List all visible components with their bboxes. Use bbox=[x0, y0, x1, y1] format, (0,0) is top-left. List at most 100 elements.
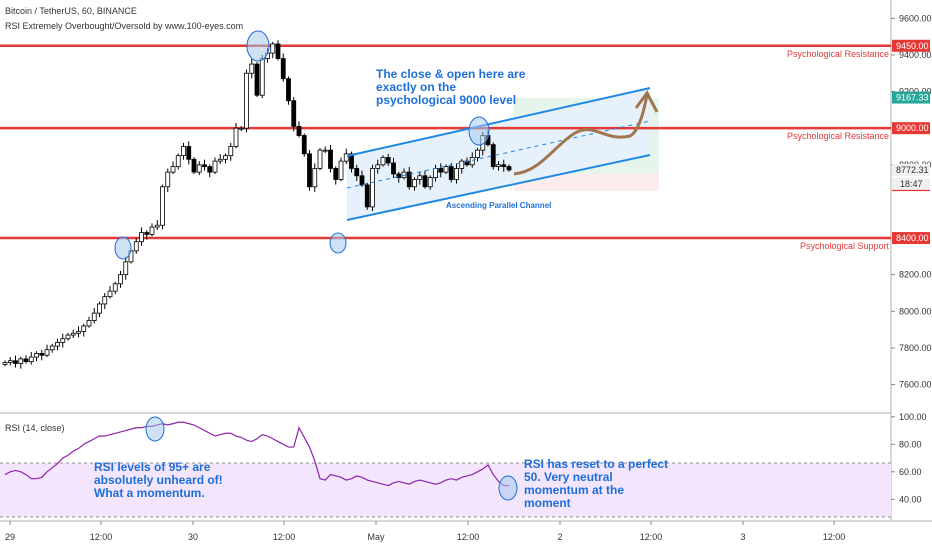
rsi-tick-label: 80.00 bbox=[899, 439, 922, 449]
candle-body bbox=[401, 171, 407, 179]
candle-body bbox=[76, 331, 81, 334]
candle-body bbox=[118, 274, 123, 285]
time-tick-label: 3 bbox=[740, 532, 745, 542]
candle-body bbox=[406, 171, 412, 188]
projection-path bbox=[513, 94, 649, 176]
candle-body bbox=[70, 332, 76, 336]
level-label: Psychological Resistance bbox=[787, 49, 889, 59]
candle-body bbox=[380, 157, 386, 166]
candle-body bbox=[244, 72, 249, 129]
candle-body bbox=[2, 362, 8, 365]
rsi-title: RSI (14, close) bbox=[5, 423, 65, 433]
candle-body bbox=[391, 162, 396, 175]
price-tick-label: 8000.00 bbox=[899, 306, 932, 316]
candle-body bbox=[212, 160, 218, 173]
rsi-line bbox=[4, 421, 509, 487]
levels: Psychological Resistance Psychological Re… bbox=[0, 44, 891, 251]
candle-body bbox=[338, 160, 344, 180]
level-label: Psychological Support bbox=[800, 241, 890, 251]
candle-body bbox=[343, 153, 349, 162]
price-tick-label: 7600.00 bbox=[899, 380, 932, 390]
candle-body bbox=[107, 290, 113, 298]
candle-body bbox=[60, 338, 66, 343]
time-tick-label: 12:00 bbox=[457, 532, 480, 542]
candle-body bbox=[291, 100, 297, 127]
candle-body bbox=[123, 261, 129, 276]
price-tag-box bbox=[892, 163, 930, 176]
candle-body bbox=[202, 164, 207, 168]
candle-body bbox=[28, 356, 34, 363]
candle-body bbox=[459, 160, 465, 169]
highlight-circle-low bbox=[329, 232, 347, 254]
candle-body bbox=[133, 241, 139, 252]
candle-body bbox=[359, 175, 365, 186]
candle-body bbox=[280, 58, 286, 80]
candle-body bbox=[448, 166, 454, 180]
candle-body bbox=[81, 325, 87, 332]
candle-body bbox=[249, 63, 255, 74]
rsi-highlight-peak bbox=[145, 416, 165, 442]
candle-body bbox=[112, 283, 118, 292]
annotation-line-1: The close & open here are bbox=[376, 67, 526, 81]
candle-body bbox=[506, 166, 512, 171]
candle-body bbox=[375, 164, 381, 169]
candle-body bbox=[349, 153, 354, 169]
candle-body bbox=[433, 168, 438, 179]
rsi-tick-label: 60.00 bbox=[899, 467, 922, 477]
annotation-line-3: psychological 9000 level bbox=[376, 93, 516, 107]
level-tag-box bbox=[892, 232, 930, 245]
candle-body bbox=[65, 334, 71, 340]
candle-body bbox=[86, 320, 92, 327]
time-tick-label: 2 bbox=[557, 532, 562, 542]
price-tag-text: 8772.31 bbox=[896, 165, 929, 175]
candle-body bbox=[223, 155, 228, 160]
rsi-highlight-reset bbox=[498, 475, 518, 501]
rsi-tick-label: 40.00 bbox=[899, 494, 922, 504]
candle-body bbox=[469, 157, 475, 166]
candle-body bbox=[254, 63, 260, 96]
level-label: Psychological Resistance bbox=[787, 131, 889, 141]
candle-body bbox=[490, 144, 496, 168]
rsi-series-line bbox=[4, 421, 509, 487]
candle-body bbox=[370, 168, 375, 208]
candle-body bbox=[396, 173, 402, 179]
candle-body bbox=[196, 164, 202, 173]
rsi-annotation-1-line-3: What a momentum. bbox=[94, 486, 205, 500]
highlight-circle-support bbox=[114, 236, 132, 260]
rsi-annotation-2-line-4: moment bbox=[524, 496, 571, 510]
candle-body bbox=[322, 149, 328, 152]
candle-body bbox=[34, 353, 39, 358]
candle-body bbox=[23, 358, 29, 363]
countdown-box bbox=[892, 177, 930, 190]
candle-body bbox=[191, 158, 197, 173]
candle-body bbox=[13, 360, 18, 364]
projection-stop-zone bbox=[514, 174, 659, 191]
price-tick-label: 9600.00 bbox=[899, 13, 932, 23]
candle-body bbox=[55, 342, 60, 347]
candle-body bbox=[286, 78, 291, 102]
candle-body bbox=[417, 175, 423, 180]
candle-body bbox=[186, 146, 192, 160]
candle-body bbox=[296, 125, 302, 136]
time-tick-label: 12:00 bbox=[823, 532, 846, 542]
rsi-annotation-2-line-2: 50. Very neutral bbox=[524, 470, 613, 484]
candle-body bbox=[49, 345, 55, 351]
candle-body bbox=[160, 186, 165, 226]
time-tick-label: 29 bbox=[5, 532, 15, 542]
price-tag-box bbox=[892, 91, 930, 104]
rsi-band bbox=[0, 463, 891, 517]
level-tag-text: 8400.00 bbox=[896, 233, 929, 243]
level-tag-text: 9000.00 bbox=[896, 123, 929, 133]
candle-body bbox=[233, 127, 239, 147]
rsi-annotation-2-line-1: RSI has reset to a perfect bbox=[524, 457, 668, 471]
channel-upper-line[interactable] bbox=[346, 87, 651, 157]
channel-lower-line[interactable] bbox=[346, 154, 651, 221]
candle-body bbox=[238, 127, 244, 130]
candle-body bbox=[97, 303, 102, 314]
level-tag-text: 9450.00 bbox=[896, 41, 929, 51]
candle-body bbox=[270, 43, 276, 54]
countdown-text: 18:47 bbox=[900, 179, 923, 189]
rsi-tick-label: 100.00 bbox=[899, 412, 927, 422]
candle-body bbox=[154, 224, 160, 228]
